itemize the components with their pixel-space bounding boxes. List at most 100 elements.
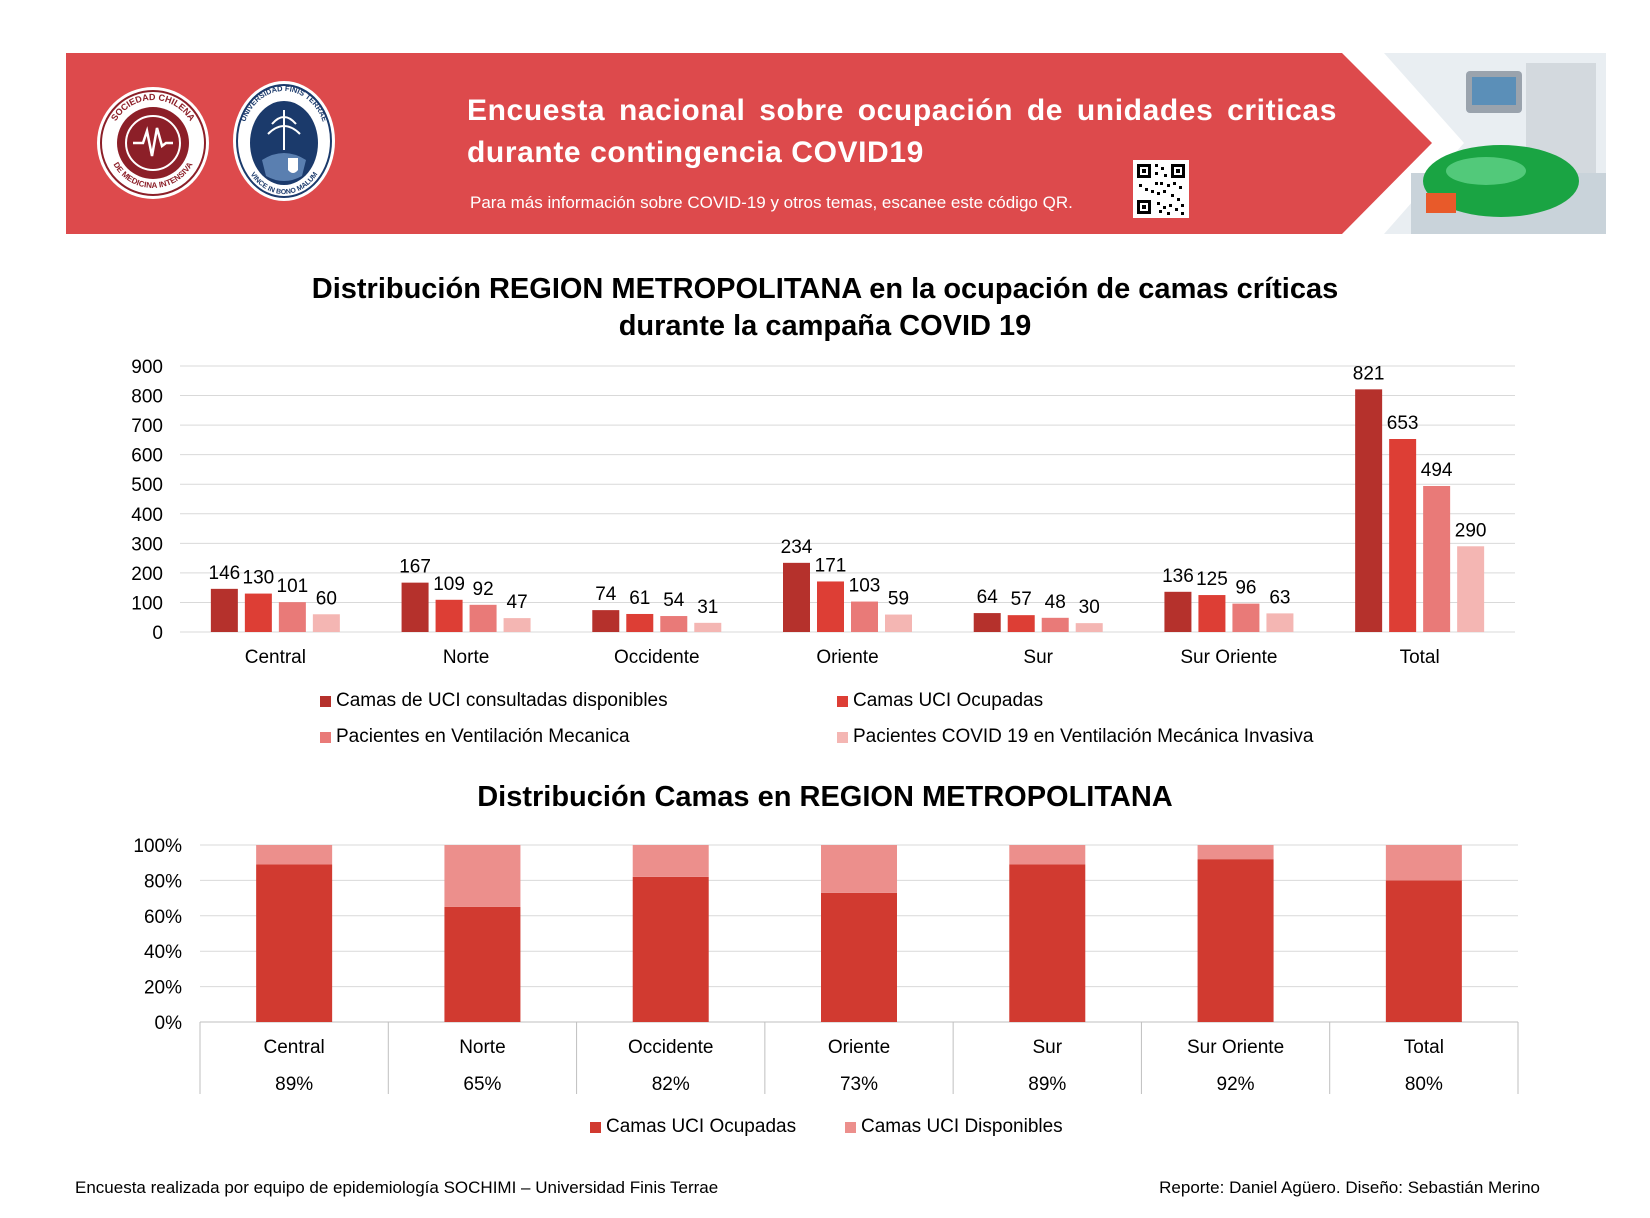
legend-swatch <box>320 695 331 707</box>
table-cell: 73% <box>840 1074 878 1095</box>
x-tick-label: Oriente <box>828 1037 890 1058</box>
bar <box>503 618 531 632</box>
bar <box>1457 546 1485 632</box>
stacked-bar-segment <box>1009 864 1086 1022</box>
legend-label: Camas UCI Ocupadas <box>853 690 1044 711</box>
data-label: 101 <box>277 576 309 597</box>
x-tick-label: Total <box>1404 1037 1444 1058</box>
legend-label: Pacientes COVID 19 en Ventilación Mecáni… <box>853 726 1314 747</box>
bar <box>1232 603 1260 632</box>
bar <box>210 588 238 632</box>
chart1-title-line2: durante la campaña COVID 19 <box>618 310 1032 342</box>
y-tick-label: 0 <box>152 623 163 644</box>
data-label: 92 <box>473 579 494 600</box>
data-label: 494 <box>1421 460 1453 481</box>
y-tick-label: 100 <box>131 593 163 614</box>
y-tick-label: 400 <box>131 505 163 526</box>
stacked-bar-segment <box>1385 880 1462 1022</box>
x-tick-label: Occidente <box>614 647 700 668</box>
bar <box>817 581 844 632</box>
bar <box>1355 389 1383 632</box>
x-tick-label: Sur <box>1032 1037 1062 1058</box>
bar <box>1007 615 1035 632</box>
bar <box>244 593 272 632</box>
banner-background <box>66 53 1432 234</box>
chart1-title-line1: Distribución REGION METROPOLITANA en la … <box>311 273 1339 305</box>
legend-swatch <box>320 731 331 743</box>
x-tick-label: Sur Oriente <box>1180 647 1277 668</box>
bar <box>312 614 340 632</box>
qr-code-icon[interactable] <box>1133 160 1189 218</box>
y-tick-label: 40% <box>144 942 182 963</box>
y-tick-label: 300 <box>131 534 163 555</box>
stacked-bar-segment <box>632 845 709 877</box>
y-tick-label: 800 <box>131 387 163 408</box>
legend-item-ocupadas: Camas UCI Ocupadas <box>837 690 1043 712</box>
table-cell: 89% <box>275 1074 313 1095</box>
bar <box>626 613 654 632</box>
bar <box>1198 595 1226 632</box>
bar <box>401 582 429 632</box>
data-label: 74 <box>595 584 617 605</box>
x-tick-label: Sur <box>1023 647 1053 668</box>
ventilator-photo <box>1384 53 1606 234</box>
y-tick-label: 600 <box>131 446 163 467</box>
legend-item-ventilacion: Pacientes en Ventilación Mecanica <box>320 726 630 748</box>
stacked-bar-segment <box>821 845 897 893</box>
bar <box>469 604 497 632</box>
stacked-bar-segment <box>1385 845 1462 881</box>
stacked-bar-segment <box>1197 845 1274 860</box>
data-label: 31 <box>697 597 718 618</box>
data-label: 96 <box>1235 578 1256 599</box>
y-tick-label: 900 <box>131 357 163 378</box>
data-label: 146 <box>209 563 241 584</box>
bar <box>435 599 463 632</box>
y-tick-label: 20% <box>144 978 182 999</box>
data-label: 136 <box>1162 566 1194 587</box>
legend-item-consultadas: Camas de UCI consultadas disponibles <box>320 690 668 712</box>
data-label: 171 <box>815 555 847 576</box>
bar <box>592 610 620 632</box>
table-cell: 82% <box>652 1074 690 1095</box>
bar <box>1389 439 1417 632</box>
chart2-stacked-chart: 0% 20% 40% 60% 80% 100% Central 89% Norte 65% Occi… <box>133 836 1519 1095</box>
x-tick-label: Norte <box>443 647 489 668</box>
banner-subtitle: Para más información sobre COVID-19 y ot… <box>470 193 1073 212</box>
stacked-bar-segment <box>1197 859 1274 1022</box>
x-tick-label: Central <box>245 647 306 668</box>
bar <box>783 562 810 632</box>
y-tick-label: 200 <box>131 564 163 585</box>
banner-title: Encuesta nacional sobre ocupación de uni… <box>467 94 1337 169</box>
stacked-bar-segment <box>444 906 521 1022</box>
legend-label: Pacientes en Ventilación Mecanica <box>336 726 630 747</box>
data-label: 103 <box>849 576 881 597</box>
data-label: 61 <box>629 588 650 609</box>
data-label: 59 <box>888 589 909 610</box>
legend-label: Camas de UCI consultadas disponibles <box>336 690 668 711</box>
x-tick-label: Sur Oriente <box>1187 1037 1284 1058</box>
x-tick-label: Norte <box>459 1037 505 1058</box>
table-cell: 89% <box>1028 1074 1066 1095</box>
legend-swatch <box>837 695 848 707</box>
stacked-bar-segment <box>256 845 333 865</box>
data-label: 234 <box>781 537 813 558</box>
data-label: 63 <box>1269 587 1290 608</box>
legend-item-ocupadas-2: Camas UCI Ocupadas <box>590 1116 796 1138</box>
footer-left: Encuesta realizada por equipo de epidemi… <box>75 1178 719 1197</box>
stacked-bar-segment <box>444 845 521 907</box>
data-label: 130 <box>243 568 275 589</box>
bar <box>1266 613 1294 632</box>
data-label: 64 <box>977 587 999 608</box>
bar <box>278 602 306 632</box>
data-label: 47 <box>507 592 528 613</box>
bar <box>1075 623 1103 632</box>
footer-right: Reporte: Daniel Agüero. Diseño: Sebastiá… <box>1159 1178 1540 1197</box>
data-label: 653 <box>1387 413 1419 434</box>
bar <box>973 613 1001 632</box>
data-label: 30 <box>1079 597 1100 618</box>
bar <box>1164 591 1192 632</box>
y-tick-label: 700 <box>131 416 163 437</box>
y-tick-label: 500 <box>131 475 163 496</box>
data-label: 54 <box>663 590 685 611</box>
bar <box>851 601 878 632</box>
